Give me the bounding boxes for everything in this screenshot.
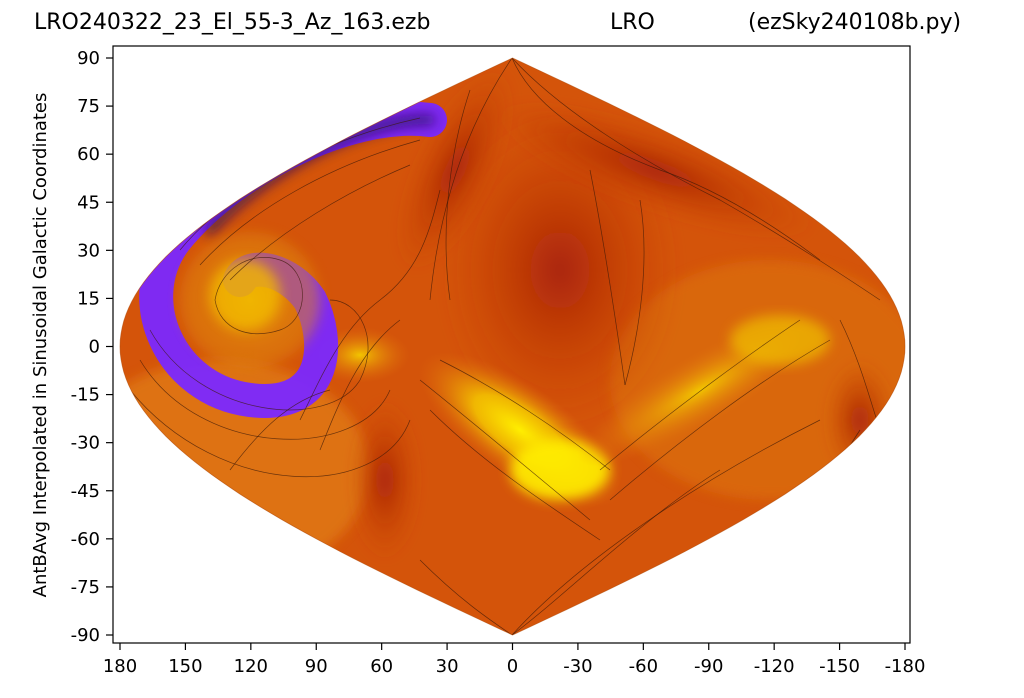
x-tick-label-3: 90 bbox=[305, 656, 328, 677]
contour-line-26 bbox=[199, 139, 421, 266]
y-tick-label-8: -30 bbox=[71, 433, 100, 454]
contour-line-0 bbox=[149, 299, 369, 411]
contour-line-28 bbox=[214, 257, 303, 334]
region-yellow-right bbox=[730, 315, 830, 365]
contour-line-9 bbox=[429, 58, 513, 301]
x-tick-label-11: -150 bbox=[819, 656, 860, 677]
y-tick-label-0: 90 bbox=[77, 48, 100, 69]
contour-line-11 bbox=[511, 58, 881, 301]
y-tick-label-6: 0 bbox=[89, 337, 100, 358]
contour-line-4 bbox=[419, 559, 513, 635]
y-tick-label-2: 60 bbox=[77, 144, 100, 165]
contour-line-16 bbox=[429, 409, 601, 541]
contour-line-7 bbox=[511, 419, 821, 635]
region-loop-center bbox=[210, 260, 280, 330]
map-outline bbox=[119, 57, 906, 636]
contour-line-15 bbox=[419, 379, 591, 521]
y-tick-label-1: 75 bbox=[77, 96, 100, 117]
y-tick-label-12: -90 bbox=[71, 625, 100, 646]
chart-title-left: LRO240322_23_El_55-3_Az_163.ezb bbox=[34, 10, 431, 35]
y-tick-label-9: -45 bbox=[71, 481, 100, 502]
x-tick-label-7: -30 bbox=[563, 656, 592, 677]
y-axis: 90 75 60 45 30 15 0 -15 -30 -45 -60 -75 -90 bbox=[71, 48, 113, 646]
y-tick-label-11: -75 bbox=[71, 577, 100, 598]
x-axis: 180 150 120 90 60 30 0 -30 -60 -90 -120 -150 -180 bbox=[103, 643, 926, 677]
contour-line-6 bbox=[511, 469, 721, 635]
contour-line-14 bbox=[624, 199, 645, 386]
contour-line-19 bbox=[609, 339, 831, 501]
chart-title-center: LRO bbox=[610, 10, 655, 35]
contour-line-27 bbox=[229, 164, 411, 281]
contour-line-10 bbox=[511, 58, 821, 261]
contour-line-21 bbox=[319, 319, 401, 451]
contour-line-18 bbox=[599, 319, 801, 471]
contour-line-13 bbox=[589, 169, 626, 386]
x-tick-label-8: -60 bbox=[629, 656, 658, 677]
x-tick-label-12: -180 bbox=[885, 656, 926, 677]
y-tick-label-7: -15 bbox=[71, 385, 100, 406]
contour-line-12 bbox=[445, 89, 471, 301]
region-dark-far-right bbox=[825, 360, 895, 480]
x-tick-label-5: 30 bbox=[436, 656, 459, 677]
region-dark-upper-mid bbox=[396, 68, 514, 272]
x-tick-label-2: 120 bbox=[234, 656, 268, 677]
contour-line-20 bbox=[299, 189, 441, 421]
chart-title-right: (ezSky240108b.py) bbox=[748, 10, 962, 35]
y-tick-label-4: 30 bbox=[77, 240, 100, 261]
y-tick-label-10: -60 bbox=[71, 529, 100, 550]
region-dark-lower-mid bbox=[350, 400, 420, 560]
sky-map-fill bbox=[120, 58, 905, 635]
contour-line-17 bbox=[439, 359, 611, 471]
axes-frame bbox=[112, 45, 911, 644]
x-tick-label-6: 0 bbox=[507, 656, 518, 677]
x-tick-label-4: 60 bbox=[370, 656, 393, 677]
x-tick-label-10: -120 bbox=[754, 656, 795, 677]
x-tick-label-0: 180 bbox=[103, 656, 137, 677]
x-tick-label-1: 150 bbox=[168, 656, 202, 677]
y-tick-label-3: 45 bbox=[77, 192, 100, 213]
contour-line-22 bbox=[229, 389, 331, 471]
contour-line-2 bbox=[129, 389, 411, 478]
y-tick-label-5: 15 bbox=[77, 288, 100, 309]
y-axis-label: AntBAvg Interpolated in Sinusoidal Galac… bbox=[30, 93, 51, 598]
region-dark-upper-right bbox=[494, 100, 816, 240]
x-tick-label-9: -90 bbox=[694, 656, 723, 677]
